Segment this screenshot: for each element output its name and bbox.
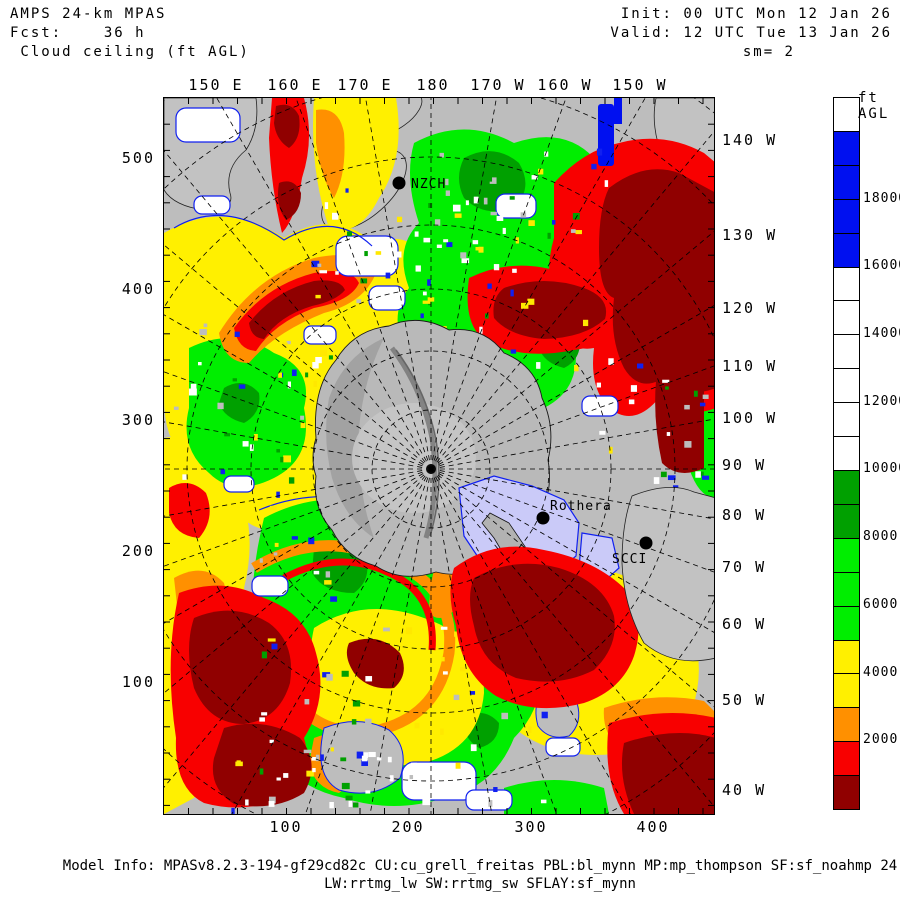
colorbar-cell: [834, 469, 859, 504]
axis-label-bottom: 100: [269, 818, 303, 836]
colorbar-tick-label: 18000: [863, 190, 900, 206]
colorbar-cell: [834, 334, 859, 369]
axis-label-left: 500: [121, 149, 155, 167]
field-name: Cloud ceiling (ft AGL): [10, 44, 250, 60]
colorbar-tick-label: 12000: [863, 393, 900, 409]
axis-label-right: 100 W: [722, 409, 778, 427]
station-dot-SCCI: [639, 536, 653, 550]
axis-label-right: 80 W: [722, 506, 767, 524]
frame-ticks: [164, 98, 714, 814]
forecast-hour: Fcst: 36 h: [10, 25, 146, 41]
axis-label-top: 180: [416, 76, 450, 94]
axis-label-right: 140 W: [722, 131, 778, 149]
colorbar-cell: [834, 537, 859, 572]
model-info-line-1: Model Info: MPASv8.2.3-194-gf29cd82c CU:…: [62, 858, 898, 874]
header-left: AMPS 24-km MPAS Fcst: 36 h Cloud ceiling…: [10, 5, 250, 62]
colorbar-cell: [834, 402, 859, 437]
map-canvas: NZCH Rothera SCCI: [164, 98, 714, 814]
axis-label-top: 150 E: [188, 76, 244, 94]
footer-model-info: Model Info: MPASv8.2.3-194-gf29cd82c CU:…: [0, 857, 900, 893]
axis-label-bottom: 300: [514, 818, 548, 836]
colorbar-cell: [834, 775, 859, 810]
axis-label-right: 70 W: [722, 558, 767, 576]
axis-label-left: 300: [121, 411, 155, 429]
axis-label-left: 200: [121, 542, 155, 560]
model-info-line-2: LW:rrtmg_lw SW:rrtmg_sw SFLAY:sf_mynn: [324, 876, 636, 892]
colorbar-cell: [834, 605, 859, 640]
axis-label-right: 120 W: [722, 299, 778, 317]
land-south-america: [621, 486, 714, 662]
colorbar-cell: [834, 707, 859, 742]
colorbar-cell: [834, 571, 859, 606]
axis-label-right: 130 W: [722, 226, 778, 244]
southeast-sector: [450, 475, 714, 709]
colorbar-cell: [834, 503, 859, 538]
colorbar-tick-label: 10000: [863, 461, 900, 477]
colorbar-tick-label: 8000: [863, 529, 899, 545]
graticule: [164, 98, 714, 814]
axis-label-right: 110 W: [722, 357, 778, 375]
colorbar-legend: [833, 97, 860, 810]
init-time: Init: 00 UTC Mon 12 Jan 26: [620, 6, 892, 22]
axis-label-right: 50 W: [722, 691, 767, 709]
colorbar-cell: [834, 741, 859, 776]
colorbar-cell: [834, 130, 859, 165]
axis-label-bottom: 200: [391, 818, 425, 836]
smoothing-note: sm= 2: [742, 44, 795, 60]
colorbar-tick-label: 2000: [863, 732, 899, 748]
colorbar-cell: [834, 639, 859, 674]
axis-label-left: 100: [121, 673, 155, 691]
colorbar-cell: [834, 232, 859, 267]
colorbar-tick-label: 16000: [863, 258, 900, 274]
colorbar-cell: [834, 198, 859, 233]
colorbar-cell: [834, 673, 859, 708]
colorbar-cell: [834, 368, 859, 403]
colorbar-units-label: ft AGL: [858, 90, 890, 122]
axis-label-top: 160 W: [537, 76, 593, 94]
station-dot-Rothera: [536, 511, 550, 525]
header-right: Init: 00 UTC Mon 12 Jan 26 Valid: 12 UTC…: [610, 5, 892, 62]
axis-label-left: 400: [121, 280, 155, 298]
axis-label-right: 60 W: [722, 615, 767, 633]
axis-label-top: 150 W: [612, 76, 668, 94]
axis-label-top: 170 E: [337, 76, 393, 94]
map-frame: NZCH Rothera SCCI: [163, 97, 715, 815]
station-label-SCCI: SCCI: [612, 552, 647, 567]
axis-label-top: 170 W: [470, 76, 526, 94]
valid-time: Valid: 12 UTC Tue 13 Jan 26: [610, 25, 892, 41]
colorbar-tick-label: 4000: [863, 664, 899, 680]
axis-label-right: 90 W: [722, 456, 767, 474]
colorbar-cell: [834, 300, 859, 335]
colorbar-tick-label: 6000: [863, 596, 899, 612]
station-markers: NZCH Rothera SCCI: [392, 176, 653, 567]
axis-label-right: 40 W: [722, 781, 767, 799]
station-label-Rothera: Rothera: [550, 499, 612, 514]
axis-label-top: 160 E: [267, 76, 323, 94]
model-title: AMPS 24-km MPAS: [10, 6, 167, 22]
colorbar-cell: [834, 98, 859, 131]
colorbar-cell: [834, 436, 859, 470]
colorbar-tick-label: 14000: [863, 326, 900, 341]
colorbar-cell: [834, 164, 859, 199]
station-label-NZCH: NZCH: [411, 177, 446, 192]
axis-label-bottom: 400: [636, 818, 670, 836]
colorbar-cell: [834, 266, 859, 301]
station-dot-NZCH: [392, 176, 406, 190]
